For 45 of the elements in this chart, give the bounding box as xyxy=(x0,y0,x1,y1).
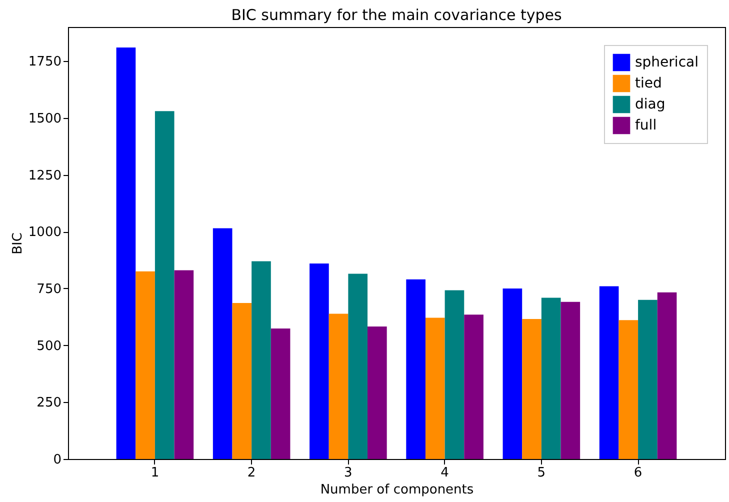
bar xyxy=(348,274,368,459)
x-tick-label: 6 xyxy=(634,466,642,480)
bar xyxy=(541,298,561,459)
bar xyxy=(174,270,194,459)
y-tick-label: 750 xyxy=(36,282,62,297)
y-tick-label: 1500 xyxy=(28,111,62,126)
y-tick-label: 0 xyxy=(53,452,62,468)
y-tick-label: 1250 xyxy=(28,168,62,184)
x-tick-label: 1 xyxy=(150,466,160,480)
x-tick-label: 2 xyxy=(247,466,256,480)
y-tick-label: 500 xyxy=(36,338,62,354)
x-axis-title: Number of components xyxy=(320,482,474,498)
legend-label: tied xyxy=(635,76,662,92)
bar xyxy=(522,318,542,459)
legend-label: spherical xyxy=(635,54,698,70)
bar xyxy=(599,286,619,459)
y-tick-label: 1750 xyxy=(28,54,62,70)
bar xyxy=(502,288,522,459)
bar xyxy=(116,47,136,459)
bar xyxy=(252,261,271,459)
x-tick-label: 3 xyxy=(344,466,352,480)
chart-title: BIC summary for the main covariance types xyxy=(231,6,562,24)
bar xyxy=(328,314,348,459)
x-tick-label: 5 xyxy=(537,466,546,480)
y-axis-title: BIC xyxy=(10,232,26,254)
bar xyxy=(464,314,484,459)
bar xyxy=(368,326,387,459)
legend-label: diag xyxy=(635,96,666,112)
y-tick-label: 250 xyxy=(36,396,62,411)
bar xyxy=(560,302,580,459)
y-tick-label: 1000 xyxy=(28,225,62,240)
bar xyxy=(618,320,638,459)
bar xyxy=(406,279,426,459)
bar xyxy=(154,111,174,459)
bar xyxy=(425,318,445,459)
bar xyxy=(657,292,677,459)
x-tick-label: 4 xyxy=(440,466,449,480)
bar xyxy=(444,290,464,459)
bar xyxy=(310,263,329,459)
bar xyxy=(232,303,252,459)
bar xyxy=(136,271,155,459)
legend-label: full xyxy=(635,118,657,134)
bar xyxy=(270,328,290,459)
bar xyxy=(212,228,232,459)
bar xyxy=(638,300,658,459)
